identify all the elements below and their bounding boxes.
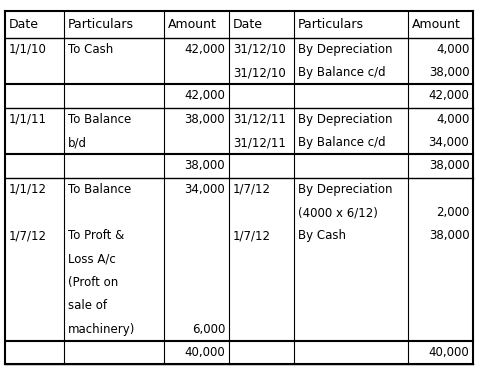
Text: 38,000: 38,000 — [429, 159, 469, 173]
Text: By Depreciation: By Depreciation — [298, 183, 393, 196]
Text: 31/12/11: 31/12/11 — [233, 113, 286, 126]
Text: 1/7/12: 1/7/12 — [9, 229, 46, 243]
Text: 34,000: 34,000 — [429, 136, 469, 149]
Text: Date: Date — [9, 18, 39, 31]
Text: By Depreciation: By Depreciation — [298, 43, 393, 56]
Text: 40,000: 40,000 — [429, 346, 469, 359]
Text: 38,000: 38,000 — [429, 229, 469, 243]
Text: 42,000: 42,000 — [428, 89, 469, 102]
Text: 38,000: 38,000 — [429, 66, 469, 79]
Text: sale of: sale of — [68, 300, 107, 312]
Text: 42,000: 42,000 — [185, 43, 225, 56]
Text: 1/7/12: 1/7/12 — [233, 229, 271, 243]
Text: 1/7/12: 1/7/12 — [233, 183, 271, 196]
Text: (Proft on: (Proft on — [68, 276, 119, 289]
Text: 1/1/12: 1/1/12 — [9, 183, 46, 196]
Text: 1/1/11: 1/1/11 — [9, 113, 46, 126]
Text: 40,000: 40,000 — [185, 346, 225, 359]
Text: 6,000: 6,000 — [192, 323, 225, 336]
Text: 31/12/10: 31/12/10 — [233, 43, 286, 56]
Text: 31/12/10: 31/12/10 — [233, 66, 286, 79]
Text: Loss A/c: Loss A/c — [68, 253, 116, 266]
Text: Date: Date — [233, 18, 263, 31]
Text: Amount: Amount — [412, 18, 461, 31]
Text: To Balance: To Balance — [68, 183, 131, 196]
Text: To Proft &: To Proft & — [68, 229, 124, 243]
Text: To Cash: To Cash — [68, 43, 113, 56]
Text: Particulars: Particulars — [298, 18, 364, 31]
Text: 2,000: 2,000 — [436, 206, 469, 219]
Text: machinery): machinery) — [68, 323, 136, 336]
Text: By Depreciation: By Depreciation — [298, 113, 393, 126]
Text: By Balance c/d: By Balance c/d — [298, 136, 386, 149]
Text: 31/12/11: 31/12/11 — [233, 136, 286, 149]
Text: By Cash: By Cash — [298, 229, 346, 243]
Text: By Balance c/d: By Balance c/d — [298, 66, 386, 79]
Text: 1/1/10: 1/1/10 — [9, 43, 46, 56]
Text: 38,000: 38,000 — [185, 159, 225, 173]
Text: (4000 x 6/12): (4000 x 6/12) — [298, 206, 378, 219]
Text: b/d: b/d — [68, 136, 87, 149]
Text: 4,000: 4,000 — [436, 43, 469, 56]
Text: 38,000: 38,000 — [185, 113, 225, 126]
Text: To Balance: To Balance — [68, 113, 131, 126]
Text: 34,000: 34,000 — [185, 183, 225, 196]
Text: Amount: Amount — [168, 18, 217, 31]
Text: 4,000: 4,000 — [436, 113, 469, 126]
Text: Particulars: Particulars — [68, 18, 134, 31]
Text: 42,000: 42,000 — [185, 89, 225, 102]
